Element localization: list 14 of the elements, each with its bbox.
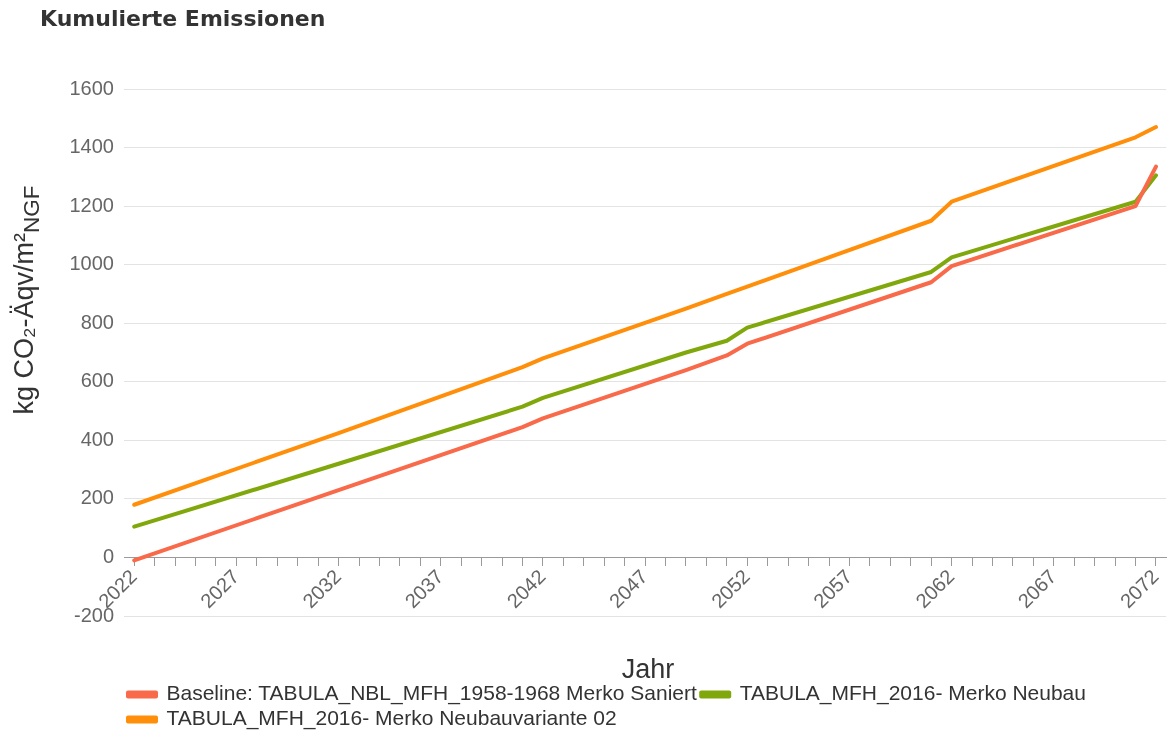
y-tick-label: 1200 [69,193,114,216]
y-tick-label: 400 [80,427,114,450]
y-tick-label: 600 [80,369,114,392]
y-tick-label: 200 [80,486,114,509]
legend-label: TABULA_MFH_2016- Merko Neubau [739,681,1086,706]
y-tick-label: 1400 [69,135,114,158]
y-tick-label: 0 [102,544,114,567]
legend-label: Baseline: TABULA_NBL_MFH_1958-1968 Merko Saniert [166,681,697,706]
x-axis-title: Jahr [621,654,675,684]
legend-label: TABULA_MFH_2016- Merko Neubauvariante 02 [166,706,617,731]
y-tick-label: 1000 [69,252,114,275]
y-tick-label: 1600 [69,76,114,99]
y-tick-label: 800 [80,310,114,333]
chart-title: Kumulierte Emissionen [40,5,326,33]
